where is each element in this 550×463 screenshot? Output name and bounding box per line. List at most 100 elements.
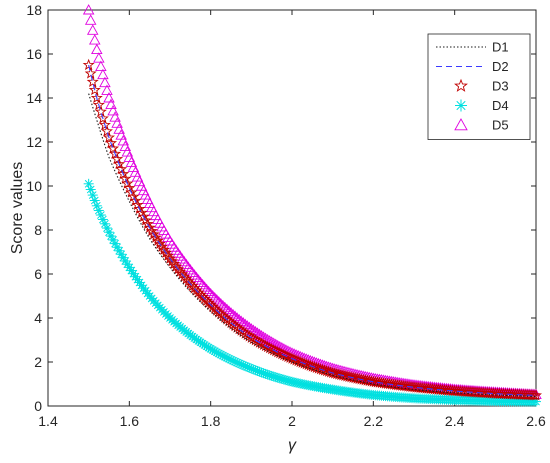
point-d3 bbox=[155, 240, 168, 253]
point-d5 bbox=[182, 261, 195, 272]
point-d3 bbox=[86, 75, 99, 87]
legend-swatch bbox=[454, 118, 468, 131]
legend-item-d4: D4 bbox=[455, 98, 509, 113]
legend-item-d3: D3 bbox=[454, 78, 509, 94]
point-d4 bbox=[101, 223, 112, 234]
point-d3 bbox=[109, 147, 122, 159]
point-d4 bbox=[136, 280, 147, 291]
point-d3 bbox=[159, 246, 172, 258]
legend-item-d5: D5 bbox=[454, 118, 509, 133]
point-d3 bbox=[117, 167, 130, 180]
point-d5 bbox=[196, 278, 209, 290]
legend-label: D1 bbox=[492, 40, 509, 55]
x-tick-label: 2.2 bbox=[364, 413, 384, 429]
point-d5 bbox=[211, 294, 223, 305]
x-tick-label: 1.6 bbox=[120, 413, 140, 429]
point-d3 bbox=[119, 172, 132, 184]
y-tick-label: 2 bbox=[34, 354, 42, 370]
x-tick-label: 2.4 bbox=[445, 413, 465, 429]
point-d3 bbox=[157, 243, 170, 256]
point-d3 bbox=[123, 181, 136, 194]
y-axis-label: Score values bbox=[9, 162, 26, 255]
point-d3 bbox=[164, 252, 176, 264]
legend-swatch bbox=[454, 78, 468, 92]
y-tick-label: 14 bbox=[26, 90, 42, 106]
point-d3 bbox=[190, 284, 203, 296]
point-d5 bbox=[202, 285, 215, 297]
point-d5 bbox=[200, 283, 213, 294]
point-d5 bbox=[93, 52, 105, 63]
y-tick-label: 12 bbox=[26, 134, 42, 150]
x-tick-label: 1.4 bbox=[38, 413, 58, 429]
point-d3 bbox=[180, 272, 193, 285]
point-d5 bbox=[190, 271, 203, 283]
point-d3 bbox=[88, 83, 101, 96]
legend-label: D4 bbox=[492, 98, 509, 113]
x-axis-ticks: 1.4 1.6 1.8 2 2.2 2.4 2.6 bbox=[38, 10, 546, 429]
point-d5 bbox=[91, 43, 103, 55]
point-d3 bbox=[174, 265, 187, 277]
point-d3 bbox=[125, 186, 138, 198]
point-d3 bbox=[121, 177, 134, 189]
legend-label: D3 bbox=[492, 79, 509, 94]
series-line-d2 bbox=[88, 64, 537, 396]
point-d4 bbox=[134, 277, 145, 288]
point-d3 bbox=[168, 257, 181, 270]
series-d2 bbox=[88, 64, 537, 396]
legend-item-d2: D2 bbox=[436, 59, 509, 74]
point-d3 bbox=[105, 136, 118, 149]
point-d3 bbox=[182, 275, 195, 287]
series-d4 bbox=[83, 178, 541, 407]
point-d3 bbox=[172, 262, 185, 275]
x-tick-label: 2.6 bbox=[526, 413, 546, 429]
point-d3 bbox=[98, 118, 111, 131]
x-tick-label: 1.8 bbox=[201, 413, 221, 429]
series-line-d1 bbox=[88, 93, 537, 398]
y-tick-label: 18 bbox=[26, 2, 42, 18]
y-axis-ticks: 0 2 4 6 8 10 12 14 16 18 bbox=[26, 2, 536, 414]
x-axis-label: γ bbox=[288, 437, 297, 454]
point-d5 bbox=[180, 258, 193, 270]
point-d3 bbox=[176, 268, 189, 280]
point-d5 bbox=[206, 289, 219, 301]
series-d3 bbox=[82, 58, 542, 401]
point-d3 bbox=[111, 152, 124, 165]
point-d5 bbox=[194, 276, 207, 287]
point-d5 bbox=[184, 264, 197, 275]
y-tick-label: 6 bbox=[34, 266, 42, 282]
series-d1 bbox=[88, 93, 537, 398]
y-tick-label: 16 bbox=[26, 46, 42, 62]
x-tick-label: 2 bbox=[288, 413, 296, 429]
point-d5 bbox=[101, 84, 113, 95]
point-d3 bbox=[103, 131, 115, 143]
legend-box bbox=[427, 33, 531, 140]
point-d3 bbox=[115, 162, 128, 175]
point-d4 bbox=[95, 210, 106, 221]
point-d5 bbox=[84, 14, 97, 25]
legend-swatch bbox=[455, 99, 467, 112]
point-d3 bbox=[92, 98, 105, 111]
point-d3 bbox=[107, 142, 120, 154]
point-d3 bbox=[192, 286, 205, 298]
legend: D1 D2 D3 D4 D5 bbox=[427, 33, 531, 140]
point-d3 bbox=[530, 389, 542, 401]
point-d4 bbox=[130, 271, 141, 282]
point-d3 bbox=[145, 224, 158, 237]
point-d5 bbox=[208, 292, 221, 303]
point-d5 bbox=[204, 287, 217, 299]
point-d5 bbox=[188, 269, 201, 280]
y-tick-label: 8 bbox=[34, 222, 42, 238]
point-d5 bbox=[103, 92, 115, 103]
point-d5 bbox=[95, 60, 107, 71]
point-d3 bbox=[184, 277, 197, 289]
legend-label: D2 bbox=[492, 59, 509, 74]
point-d3 bbox=[170, 260, 183, 272]
point-d4 bbox=[99, 218, 110, 229]
point-d3 bbox=[147, 228, 160, 240]
point-d3 bbox=[188, 282, 201, 294]
point-d5 bbox=[192, 274, 205, 285]
point-d5 bbox=[105, 98, 117, 109]
point-d3 bbox=[186, 279, 199, 292]
point-d3 bbox=[153, 237, 166, 250]
